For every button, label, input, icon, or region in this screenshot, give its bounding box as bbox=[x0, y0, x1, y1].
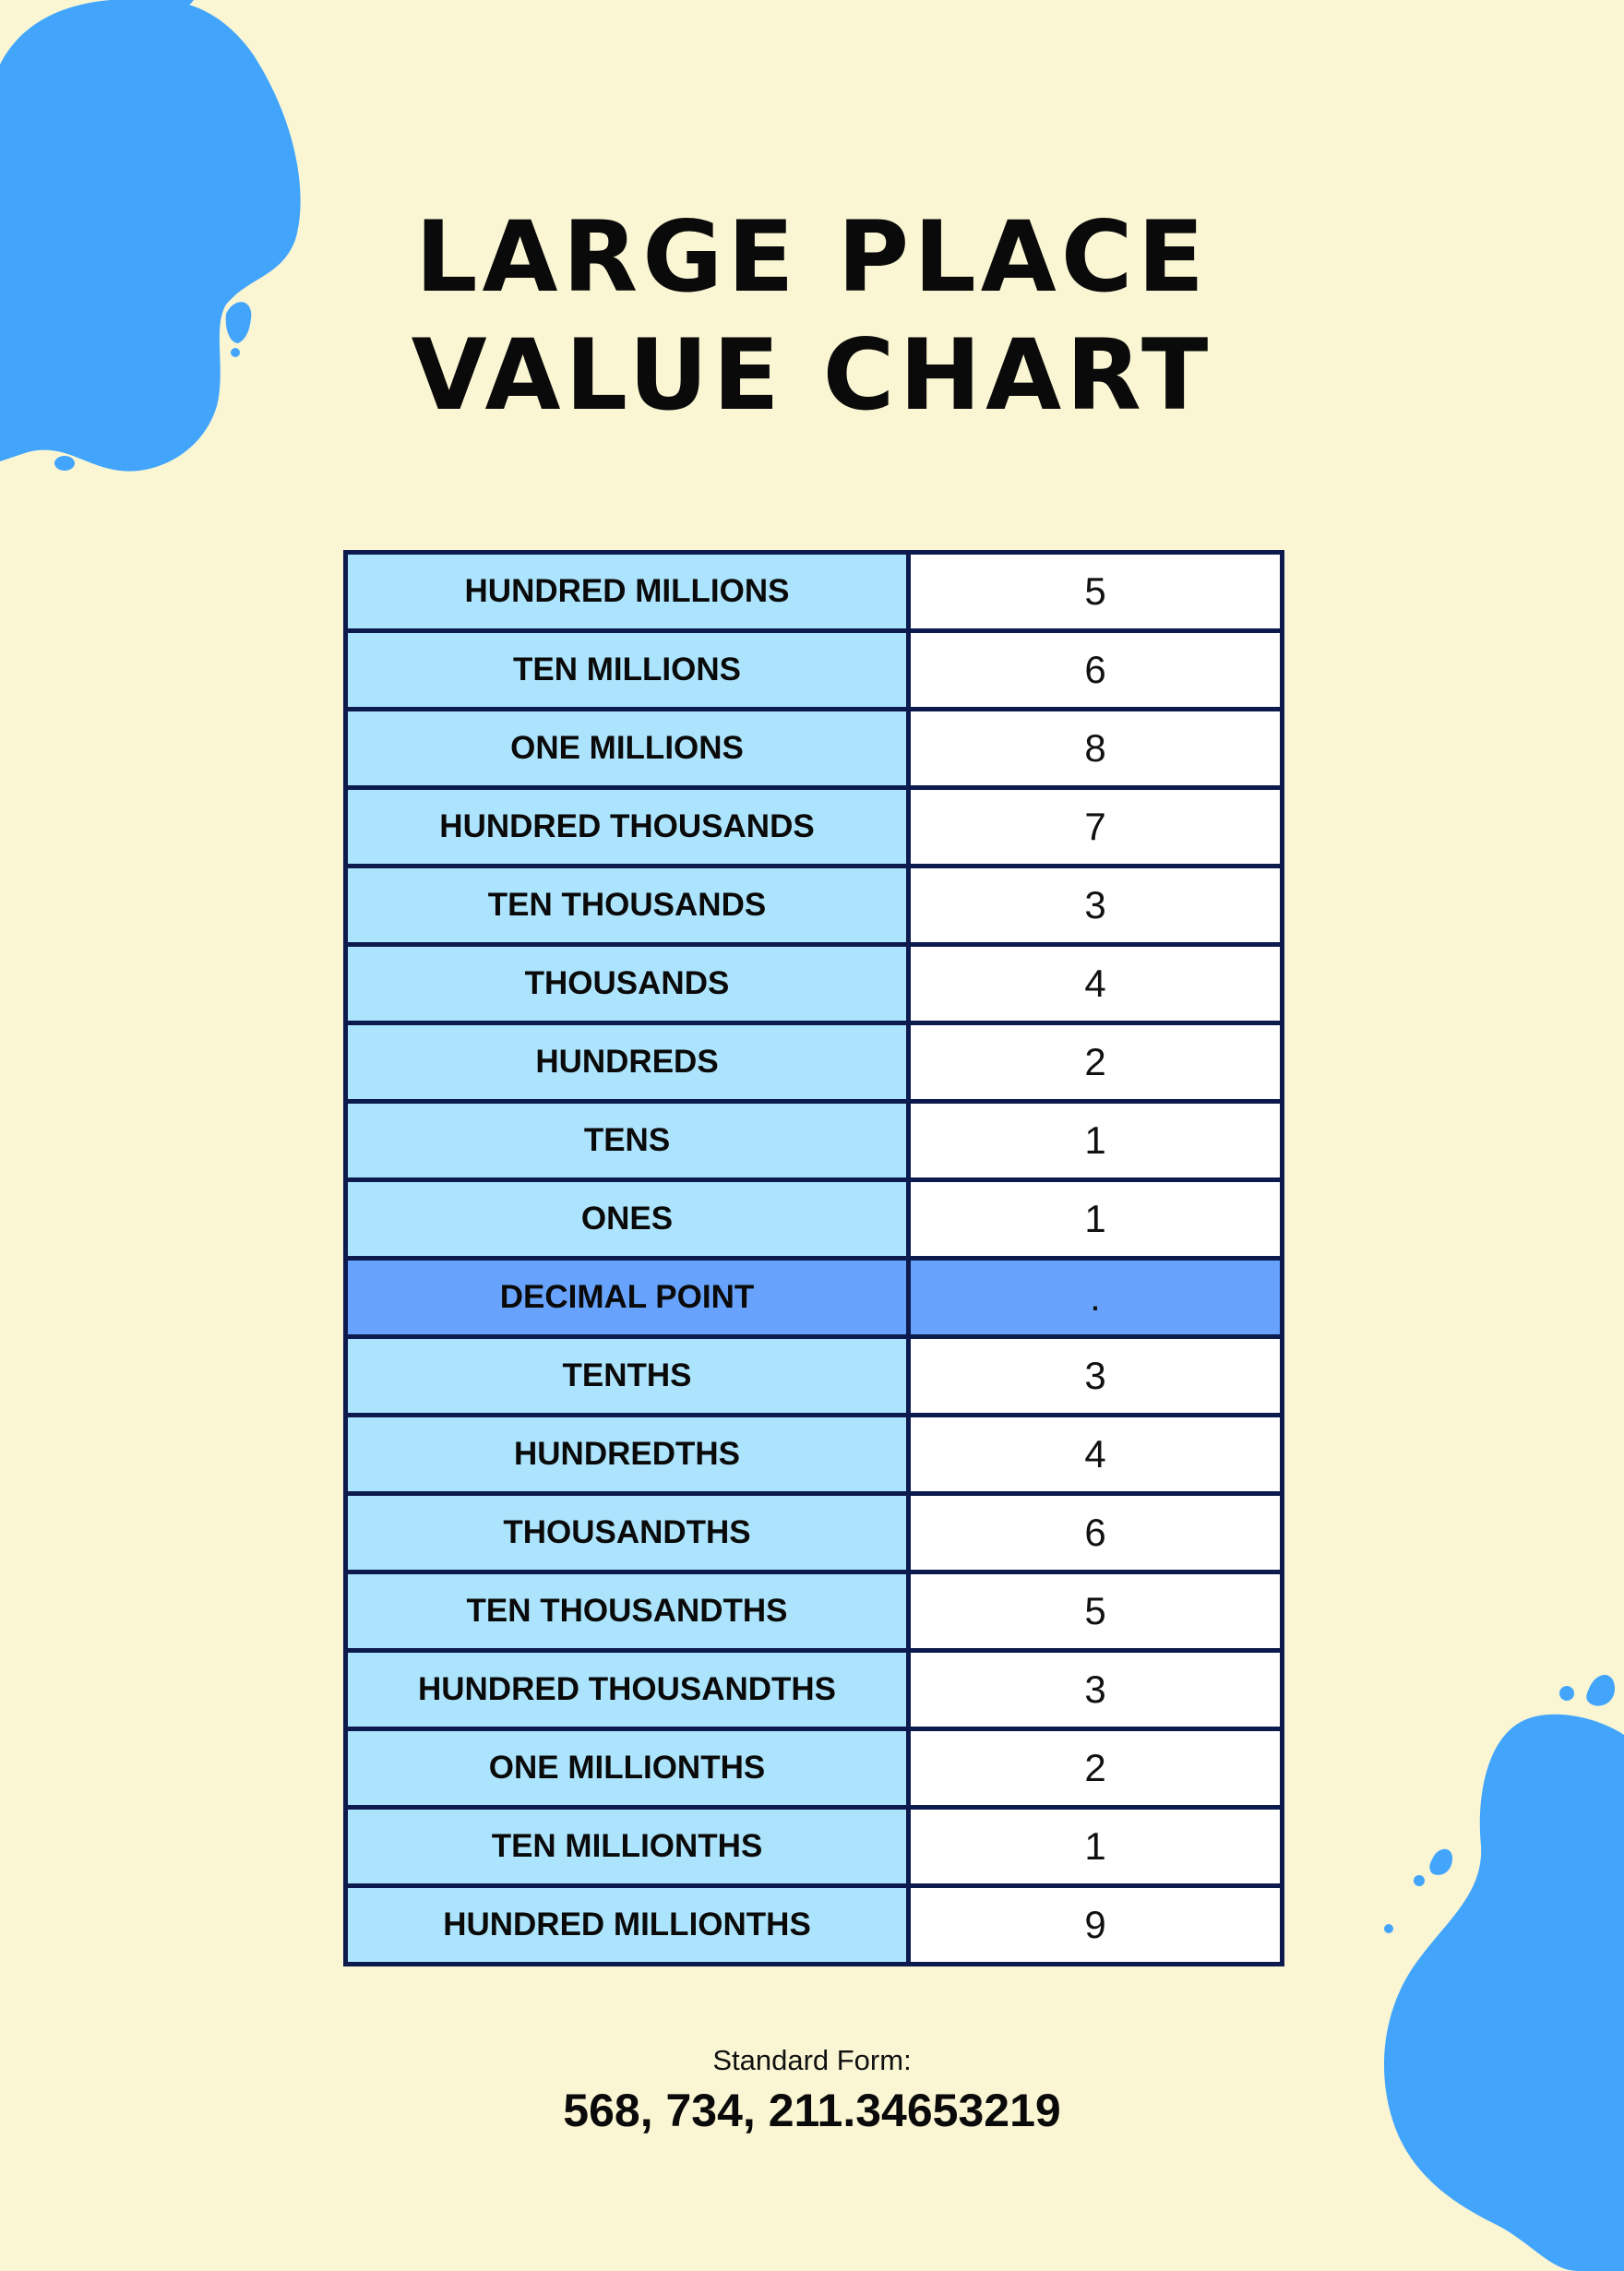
digit-cell: 1 bbox=[906, 1177, 1284, 1261]
table-row: TEN MILLIONTHS 1 bbox=[343, 1805, 1284, 1888]
digit-cell: 2 bbox=[906, 1021, 1284, 1104]
place-name-cell: TEN THOUSANDS bbox=[343, 864, 911, 947]
decorative-blob-top-left bbox=[0, 0, 301, 472]
table-row: ONE MILLIONS 8 bbox=[343, 707, 1284, 790]
place-name-cell: TEN MILLIONS bbox=[343, 628, 911, 711]
place-name-cell: ONE MILLIONTHS bbox=[343, 1727, 911, 1810]
place-name-cell: HUNDRED MILLIONS bbox=[343, 550, 911, 633]
digit-cell: 5 bbox=[906, 1570, 1284, 1653]
table-row: HUNDREDS 2 bbox=[343, 1021, 1284, 1104]
digit-cell: 7 bbox=[906, 785, 1284, 868]
table-row: TEN THOUSANDTHS 5 bbox=[343, 1570, 1284, 1653]
place-name-cell: HUNDREDTHS bbox=[343, 1413, 911, 1496]
place-name-cell: HUNDRED THOUSANDTHS bbox=[343, 1648, 911, 1731]
digit-cell: 1 bbox=[906, 1099, 1284, 1182]
digit-cell: 6 bbox=[906, 628, 1284, 711]
place-name-cell: TEN MILLIONTHS bbox=[343, 1805, 911, 1888]
decimal-point-row: DECIMAL POINT. bbox=[343, 1256, 1284, 1339]
table-row: TENS 1 bbox=[343, 1099, 1284, 1182]
digit-cell: 4 bbox=[906, 1413, 1284, 1496]
table-row: ONE MILLIONTHS 2 bbox=[343, 1727, 1284, 1810]
place-name-cell: HUNDRED MILLIONTHS bbox=[343, 1883, 911, 1966]
place-name-cell: HUNDREDS bbox=[343, 1021, 911, 1104]
digit-cell: 5 bbox=[906, 550, 1284, 633]
place-name-cell: TENS bbox=[343, 1099, 911, 1182]
table-row: HUNDRED THOUSANDS 7 bbox=[343, 785, 1284, 868]
digit-cell: 3 bbox=[906, 1648, 1284, 1731]
place-name-cell: HUNDRED THOUSANDS bbox=[343, 785, 911, 868]
place-name-cell: TENTHS bbox=[343, 1334, 911, 1417]
table-row: HUNDRED THOUSANDTHS 3 bbox=[343, 1648, 1284, 1731]
place-name-cell: THOUSANDS bbox=[343, 942, 911, 1025]
table-row: TENTHS 3 bbox=[343, 1334, 1284, 1417]
table-row: TEN THOUSANDS 3 bbox=[343, 864, 1284, 947]
digit-cell: 3 bbox=[906, 1334, 1284, 1417]
digit-cell: 2 bbox=[906, 1727, 1284, 1810]
table-row: ONES 1 bbox=[343, 1177, 1284, 1261]
digit-cell: 9 bbox=[906, 1883, 1284, 1966]
table-row: HUNDRED MILLIONS 5 bbox=[343, 550, 1284, 633]
page-title: LARGE PLACE VALUE CHART bbox=[0, 198, 1624, 435]
place-name-cell: ONE MILLIONS bbox=[343, 707, 911, 790]
place-value-table: HUNDRED MILLIONS 5 TEN MILLIONS 6 ONE MILLIO… bbox=[343, 550, 1284, 1966]
decorative-blob-bottom-right bbox=[1384, 1675, 1624, 2271]
title-line-2: VALUE CHART bbox=[411, 318, 1213, 432]
table-row: HUNDREDTHS 4 bbox=[343, 1413, 1284, 1496]
standard-form-label: Standard Form: bbox=[712, 2044, 912, 2076]
place-name-cell: THOUSANDTHS bbox=[343, 1491, 911, 1574]
place-name-cell: ONES bbox=[343, 1177, 911, 1261]
digit-cell: . bbox=[906, 1256, 1284, 1339]
table-row: THOUSANDS 4 bbox=[343, 942, 1284, 1025]
digit-cell: 3 bbox=[906, 864, 1284, 947]
title-line-1: LARGE PLACE bbox=[415, 200, 1209, 314]
digit-cell: 6 bbox=[906, 1491, 1284, 1574]
table-row: TEN MILLIONS 6 bbox=[343, 628, 1284, 711]
place-name-cell: DECIMAL POINT bbox=[343, 1256, 911, 1339]
standard-form-value: 568, 734, 211.34653219 bbox=[563, 2085, 1061, 2136]
digit-cell: 8 bbox=[906, 707, 1284, 790]
digit-cell: 1 bbox=[906, 1805, 1284, 1888]
table-row: THOUSANDTHS 6 bbox=[343, 1491, 1284, 1574]
digit-cell: 4 bbox=[906, 942, 1284, 1025]
table-row: HUNDRED MILLIONTHS 9 bbox=[343, 1883, 1284, 1966]
place-name-cell: TEN THOUSANDTHS bbox=[343, 1570, 911, 1653]
